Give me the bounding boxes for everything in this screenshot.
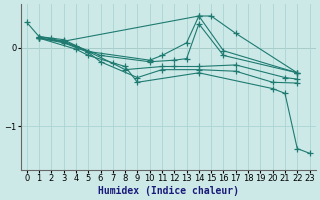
X-axis label: Humidex (Indice chaleur): Humidex (Indice chaleur) bbox=[98, 186, 239, 196]
